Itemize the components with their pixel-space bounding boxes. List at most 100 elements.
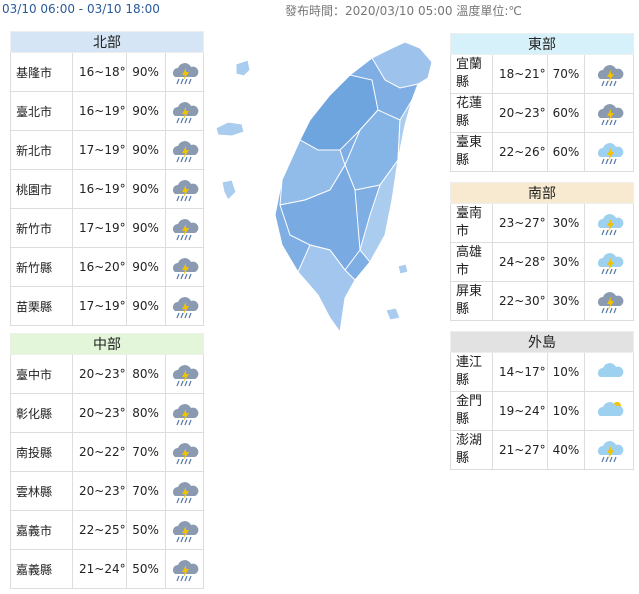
city-name[interactable]: 嘉義縣 — [10, 549, 73, 589]
city-name[interactable]: 宜蘭縣 — [450, 54, 493, 94]
city-name[interactable]: 桃園市 — [10, 169, 73, 209]
temperature-range: 14~17° — [492, 352, 548, 392]
region-table-north: 北部 基隆市 16~18° 90% 臺北市 16~19° 90% 新北市 17~… — [10, 31, 205, 326]
table-row: 嘉義市 22~25° 50% — [10, 510, 205, 550]
table-row: 雲林縣 20~23° 70% — [10, 471, 205, 511]
city-name[interactable]: 金門縣 — [450, 391, 493, 431]
temperature-range: 20~23° — [72, 393, 127, 433]
temperature-range: 23~27° — [492, 203, 548, 243]
rain-probability: 70% — [125, 432, 166, 472]
thunder-rain-icon — [584, 281, 634, 321]
rain-probability: 90% — [125, 52, 166, 92]
table-row: 苗栗縣 17~19° 90% — [10, 286, 205, 326]
city-name[interactable]: 臺東縣 — [450, 132, 493, 172]
rain-probability: 60% — [547, 93, 585, 133]
table-row: 彰化縣 20~23° 80% — [10, 393, 205, 433]
rain-probability: 30% — [547, 203, 585, 243]
rain-probability: 90% — [125, 169, 166, 209]
rain-probability: 30% — [547, 242, 585, 282]
rain-probability: 10% — [547, 391, 585, 431]
light-thunder-rain-icon — [584, 242, 634, 282]
table-row: 臺中市 20~23° 80% — [10, 354, 205, 394]
table-row: 新竹縣 16~20° 90% — [10, 247, 205, 287]
city-name[interactable]: 高雄市 — [450, 242, 493, 282]
thunder-rain-icon — [584, 54, 634, 94]
thunder-rain-icon — [584, 93, 634, 133]
thunder-rain-icon — [164, 432, 205, 472]
rain-probability: 70% — [547, 54, 585, 94]
city-name[interactable]: 嘉義市 — [10, 510, 73, 550]
temperature-range: 22~26° — [492, 132, 548, 172]
light-thunder-rain-icon — [584, 132, 634, 172]
map-orchid-island — [385, 307, 401, 321]
thunder-rain-icon — [164, 286, 205, 326]
rain-probability: 50% — [125, 549, 166, 589]
table-row: 嘉義縣 21~24° 50% — [10, 549, 205, 589]
map-kinmen — [215, 121, 245, 137]
temperature-range: 21~24° — [72, 549, 127, 589]
city-name[interactable]: 澎湖縣 — [450, 430, 493, 470]
city-name[interactable]: 新竹市 — [10, 208, 73, 248]
temperature-range: 16~19° — [72, 91, 127, 131]
temperature-range: 22~25° — [72, 510, 127, 550]
thunder-rain-icon — [164, 393, 205, 433]
rain-probability: 80% — [125, 354, 166, 394]
city-name[interactable]: 臺中市 — [10, 354, 73, 394]
temperature-range: 17~19° — [72, 208, 127, 248]
city-name[interactable]: 臺北市 — [10, 91, 73, 131]
city-name[interactable]: 新竹縣 — [10, 247, 73, 287]
thunder-rain-icon — [164, 510, 205, 550]
region-table-islands: 外島 連江縣 14~17° 10% 金門縣 19~24° 10% 澎湖縣 21~… — [450, 331, 634, 470]
temperature-range: 20~22° — [72, 432, 127, 472]
temperature-range: 24~28° — [492, 242, 548, 282]
city-name[interactable]: 屏東縣 — [450, 281, 493, 321]
rain-probability: 90% — [125, 208, 166, 248]
forecast-period: 03/10 06:00 - 03/10 18:00 — [2, 2, 160, 16]
table-row: 基隆市 16~18° 90% — [10, 52, 205, 92]
map-region-north — [371, 41, 433, 89]
region-header: 東部 — [450, 33, 634, 55]
thunder-rain-icon — [164, 208, 205, 248]
region-table-east: 東部 宜蘭縣 18~21° 70% 花蓮縣 20~23° 60% 臺東縣 22~… — [450, 33, 634, 172]
rain-probability: 70% — [125, 471, 166, 511]
thunder-rain-icon — [164, 52, 205, 92]
temperature-range: 16~18° — [72, 52, 127, 92]
rain-probability: 90% — [125, 130, 166, 170]
thunder-rain-icon — [164, 354, 205, 394]
rain-probability: 90% — [125, 286, 166, 326]
table-row: 新竹市 17~19° 90% — [10, 208, 205, 248]
city-name[interactable]: 雲林縣 — [10, 471, 73, 511]
region-table-central: 中部 臺中市 20~23° 80% 彰化縣 20~23° 80% 南投縣 20~… — [10, 333, 205, 589]
temperature-range: 20~23° — [492, 93, 548, 133]
city-name[interactable]: 花蓮縣 — [450, 93, 493, 133]
temperature-range: 17~19° — [72, 286, 127, 326]
city-name[interactable]: 臺南市 — [450, 203, 493, 243]
city-name[interactable]: 基隆市 — [10, 52, 73, 92]
temperature-range: 22~30° — [492, 281, 548, 321]
city-name[interactable]: 苗栗縣 — [10, 286, 73, 326]
thunder-rain-icon — [164, 130, 205, 170]
temperature-range: 19~24° — [492, 391, 548, 431]
temperature-range: 18~21° — [492, 54, 548, 94]
table-row: 宜蘭縣 18~21° 70% — [450, 54, 634, 94]
city-name[interactable]: 連江縣 — [450, 352, 493, 392]
table-row: 連江縣 14~17° 10% — [450, 352, 634, 392]
table-row: 新北市 17~19° 90% — [10, 130, 205, 170]
rain-probability: 60% — [547, 132, 585, 172]
map-region-pingtung — [297, 244, 356, 334]
temperature-range: 21~27° — [492, 430, 548, 470]
rain-probability: 90% — [125, 91, 166, 131]
table-row: 屏東縣 22~30° 30% — [450, 281, 634, 321]
city-name[interactable]: 南投縣 — [10, 432, 73, 472]
temperature-range: 20~23° — [72, 354, 127, 394]
table-row: 臺北市 16~19° 90% — [10, 91, 205, 131]
rain-probability: 10% — [547, 352, 585, 392]
map-green-island — [397, 263, 409, 275]
city-name[interactable]: 彰化縣 — [10, 393, 73, 433]
temperature-range: 16~20° — [72, 247, 127, 287]
table-row: 臺東縣 22~26° 60% — [450, 132, 634, 172]
taiwan-map[interactable] — [205, 30, 445, 340]
table-row: 花蓮縣 20~23° 60% — [450, 93, 634, 133]
light-thunder-rain-icon — [584, 203, 634, 243]
city-name[interactable]: 新北市 — [10, 130, 73, 170]
